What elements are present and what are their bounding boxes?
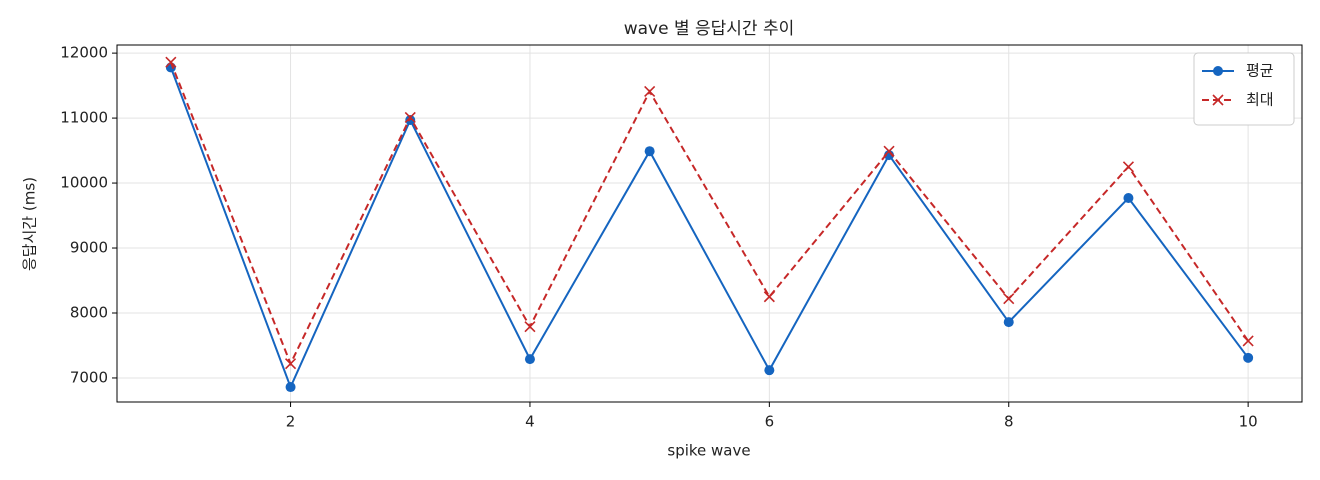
legend-marker bbox=[1212, 94, 1224, 106]
y-tick-label: 11000 bbox=[60, 109, 108, 127]
x-tick-label: 6 bbox=[765, 413, 775, 431]
marker-shape bbox=[284, 358, 297, 370]
marker-shape bbox=[165, 56, 177, 68]
marker-shape bbox=[763, 291, 775, 303]
marker-shape bbox=[404, 111, 416, 124]
y-tick-label: 12000 bbox=[60, 44, 108, 62]
data-point bbox=[165, 56, 177, 68]
x-tick-label: 2 bbox=[286, 413, 296, 431]
data-point bbox=[404, 111, 416, 124]
data-point bbox=[524, 321, 536, 333]
marker-shape bbox=[883, 145, 895, 157]
series-line bbox=[169, 61, 1249, 367]
plot-frame bbox=[116, 44, 1303, 403]
y-tick-label: 10000 bbox=[60, 174, 108, 192]
legend-label: 최대 bbox=[1246, 91, 1274, 109]
data-point bbox=[644, 85, 656, 98]
legend-box bbox=[1193, 52, 1295, 126]
x-tick-label: 10 bbox=[1239, 413, 1258, 431]
data-point bbox=[284, 358, 297, 370]
chart-title: wave 별 응답시간 추이 bbox=[624, 19, 795, 39]
marker-shape bbox=[1003, 293, 1015, 305]
legend-marker bbox=[1213, 66, 1223, 76]
y-tick-label: 7000 bbox=[70, 368, 108, 386]
y-tick-label: 8000 bbox=[70, 303, 108, 321]
marker-shape bbox=[1242, 335, 1254, 347]
y-tick-label: 9000 bbox=[70, 239, 108, 257]
marker-shape bbox=[524, 321, 536, 333]
data-point bbox=[1243, 352, 1254, 363]
series-line bbox=[169, 67, 1249, 390]
x-axis-label: spike wave bbox=[667, 442, 750, 460]
data-point bbox=[1123, 193, 1134, 203]
data-point bbox=[524, 354, 535, 365]
data-point bbox=[644, 146, 655, 157]
marker-shape bbox=[1122, 161, 1135, 173]
data-point bbox=[1242, 335, 1254, 347]
data-point bbox=[764, 365, 775, 376]
data-point bbox=[285, 382, 296, 393]
legend-label: 평균 bbox=[1246, 62, 1274, 80]
x-tick-label: 8 bbox=[1004, 413, 1014, 431]
x-tick-label: 4 bbox=[525, 413, 535, 431]
data-point bbox=[1003, 317, 1014, 328]
data-point bbox=[763, 291, 775, 303]
data-point bbox=[405, 115, 416, 126]
marker-shape bbox=[644, 85, 656, 98]
data-point bbox=[883, 145, 895, 157]
data-point bbox=[1122, 161, 1135, 173]
data-point bbox=[1003, 293, 1015, 305]
y-axis-label: 응답시간 (ms) bbox=[21, 177, 39, 271]
